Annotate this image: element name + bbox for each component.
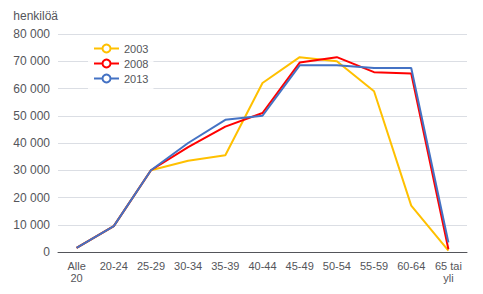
svg-text:65 tai: 65 tai (435, 260, 462, 272)
svg-text:30 000: 30 000 (13, 163, 50, 177)
svg-text:40-44: 40-44 (248, 260, 276, 272)
svg-text:Alle: Alle (67, 260, 85, 272)
svg-text:2013: 2013 (124, 73, 148, 85)
svg-text:2008: 2008 (124, 58, 148, 70)
svg-text:20: 20 (70, 272, 82, 284)
svg-text:80 000: 80 000 (13, 27, 50, 41)
svg-text:henkilöä: henkilöä (13, 9, 58, 23)
svg-text:20 000: 20 000 (13, 191, 50, 205)
svg-text:35-39: 35-39 (211, 260, 239, 272)
svg-text:60-64: 60-64 (397, 260, 425, 272)
svg-text:50-54: 50-54 (323, 260, 351, 272)
svg-text:50 000: 50 000 (13, 109, 50, 123)
svg-text:45-49: 45-49 (286, 260, 314, 272)
svg-text:70 000: 70 000 (13, 54, 50, 68)
svg-text:yli: yli (443, 272, 453, 284)
svg-text:25-29: 25-29 (137, 260, 165, 272)
svg-text:60 000: 60 000 (13, 82, 50, 96)
svg-text:0: 0 (43, 245, 50, 259)
svg-text:10 000: 10 000 (13, 218, 50, 232)
svg-text:30-34: 30-34 (174, 260, 202, 272)
svg-text:2003: 2003 (124, 43, 148, 55)
svg-text:40 000: 40 000 (13, 136, 50, 150)
svg-text:20-24: 20-24 (100, 260, 128, 272)
svg-text:55-59: 55-59 (360, 260, 388, 272)
